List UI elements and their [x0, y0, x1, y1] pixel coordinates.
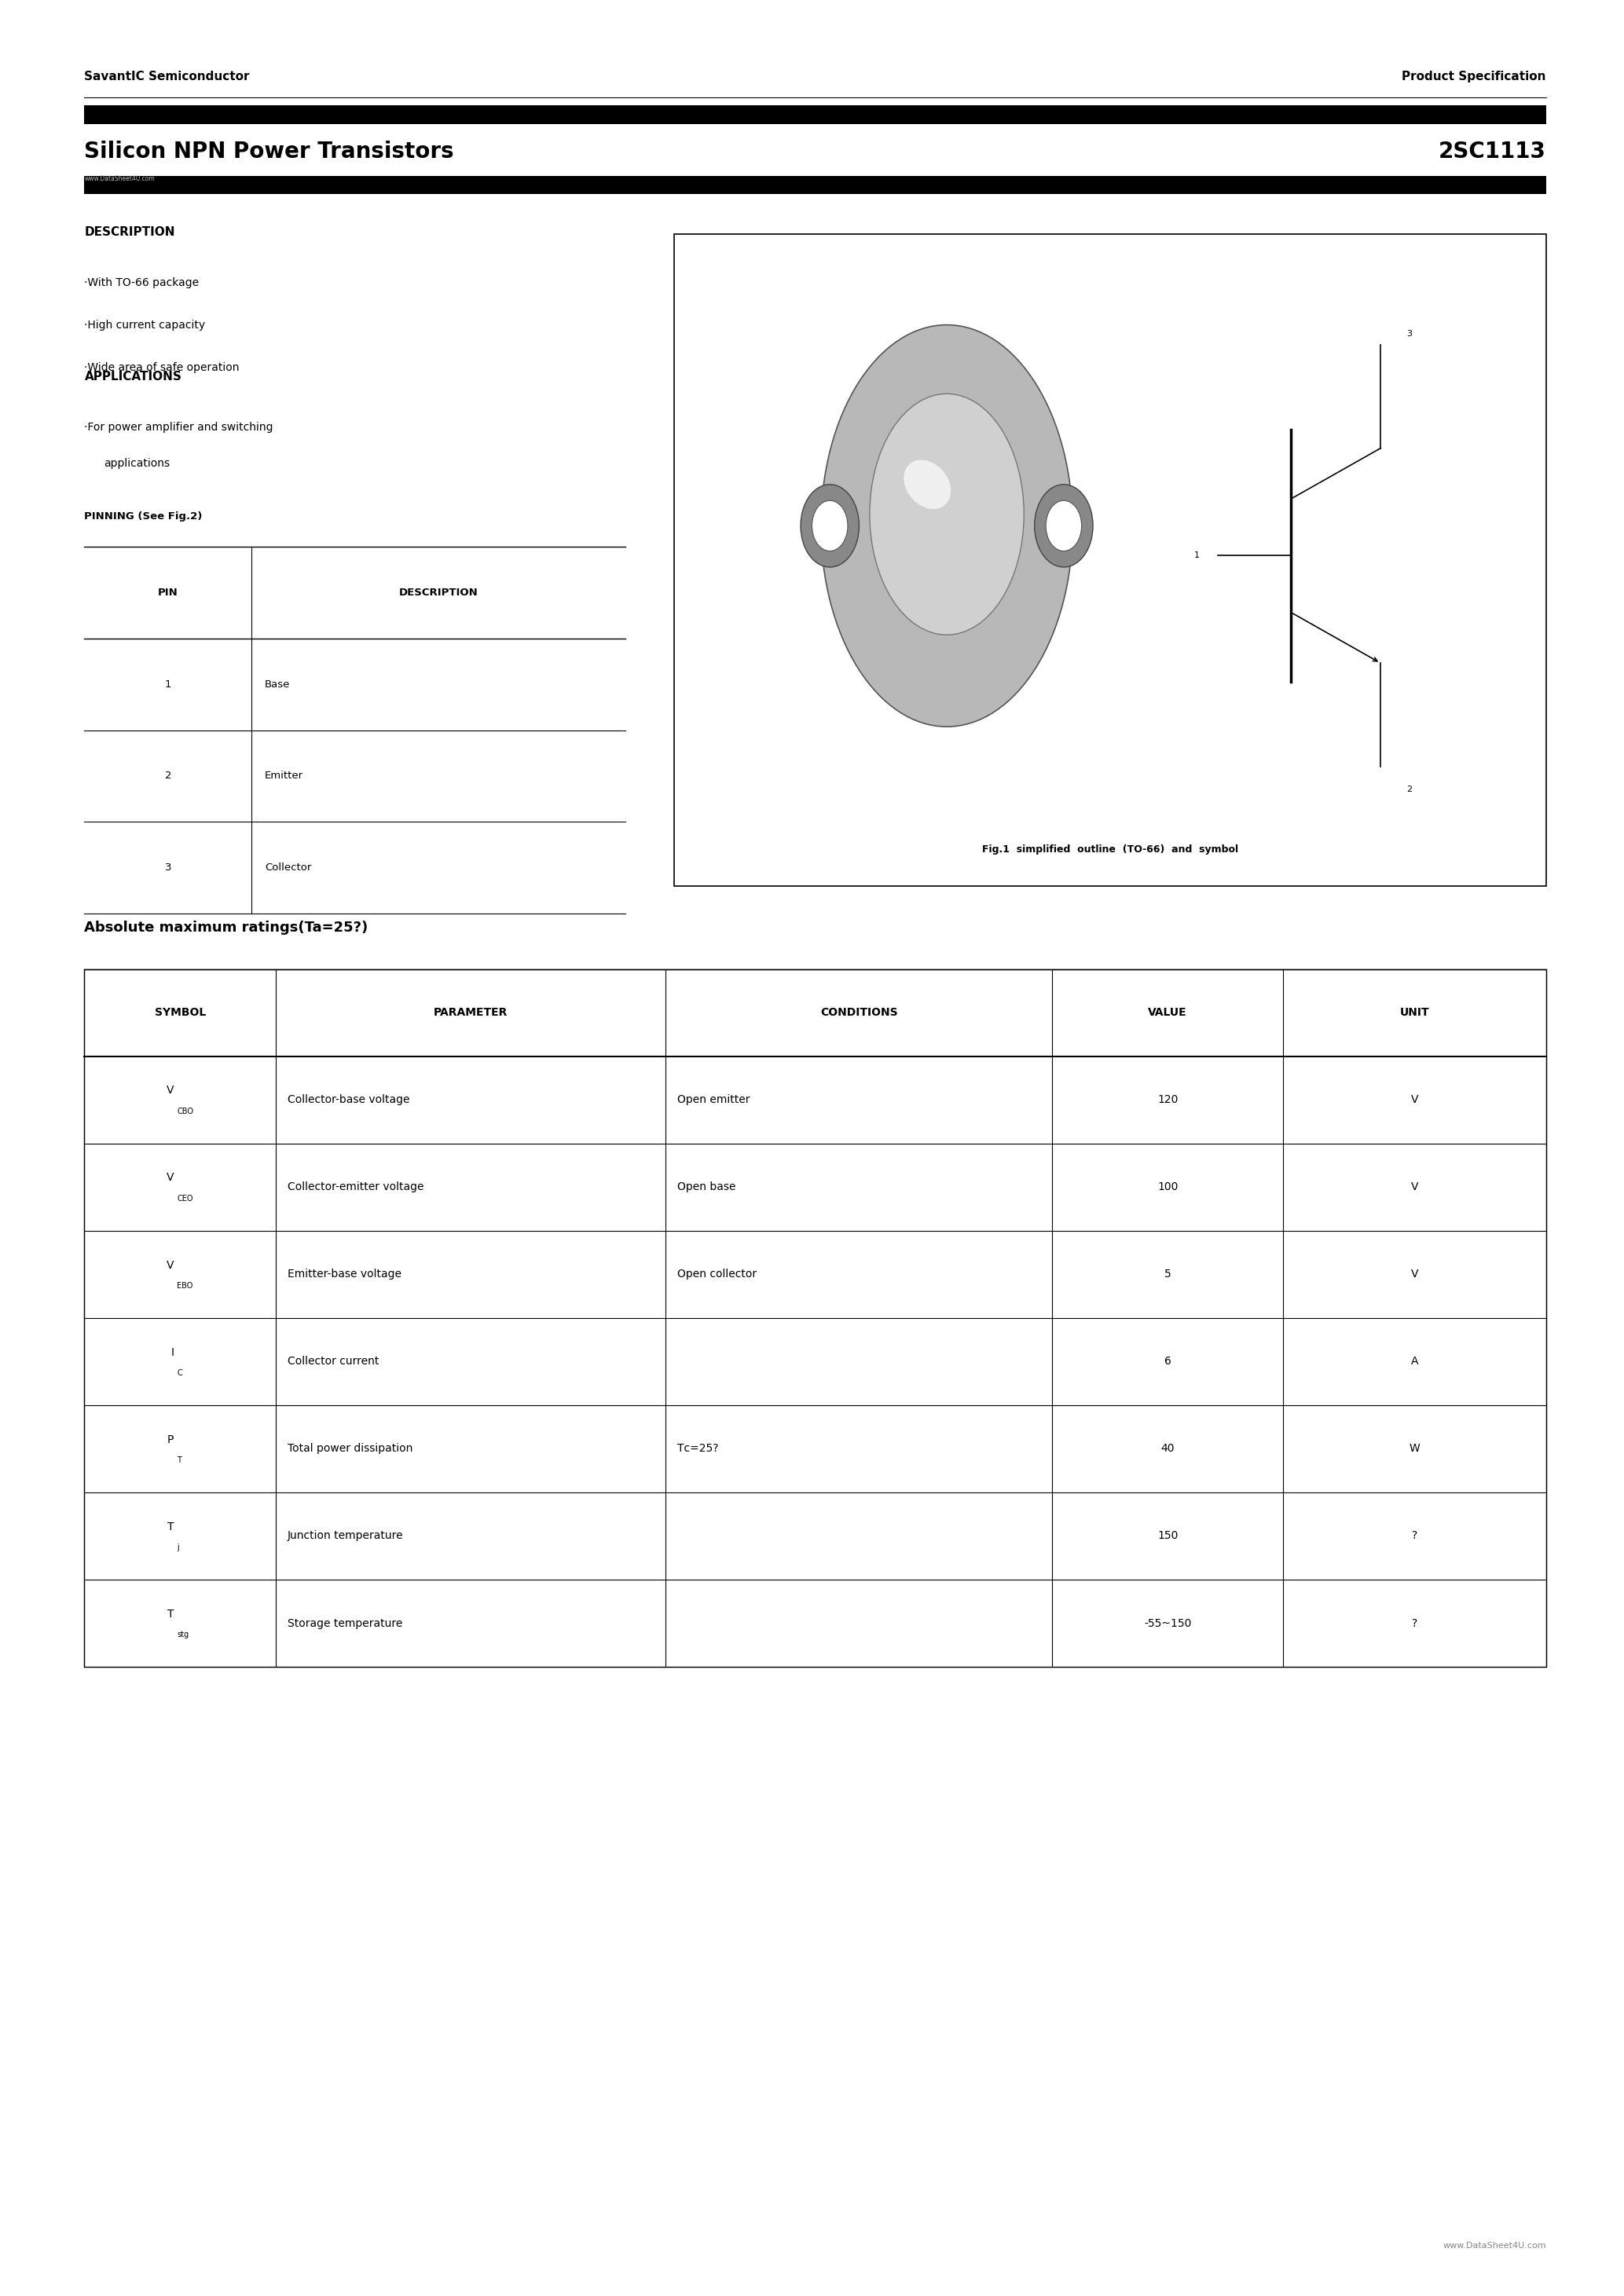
Text: CEO: CEO — [177, 1194, 193, 1203]
Circle shape — [1046, 501, 1082, 551]
Text: Open base: Open base — [677, 1182, 736, 1192]
Bar — [674, 234, 1546, 886]
Text: APPLICATIONS: APPLICATIONS — [84, 370, 182, 383]
Text: EBO: EBO — [177, 1281, 193, 1290]
Text: Junction temperature: Junction temperature — [287, 1531, 403, 1541]
Text: DESCRIPTION: DESCRIPTION — [400, 588, 477, 597]
Text: V: V — [1411, 1182, 1418, 1192]
Text: 3: 3 — [1406, 331, 1413, 338]
Text: Collector current: Collector current — [287, 1357, 378, 1366]
Text: ?: ? — [1411, 1531, 1418, 1541]
Text: A: A — [1411, 1357, 1418, 1366]
Text: www.DataSheet4U.com: www.DataSheet4U.com — [1442, 2241, 1546, 2250]
Text: T: T — [167, 1609, 174, 1619]
Text: Collector: Collector — [265, 863, 312, 872]
Bar — [84, 106, 1546, 124]
Text: V: V — [1411, 1270, 1418, 1279]
Text: T: T — [177, 1456, 182, 1465]
Text: 1: 1 — [1194, 551, 1200, 560]
Bar — [84, 969, 1546, 1667]
Text: V: V — [166, 1173, 174, 1182]
Text: 1: 1 — [164, 680, 172, 689]
Text: Storage temperature: Storage temperature — [287, 1619, 403, 1628]
Text: 3: 3 — [164, 863, 172, 872]
Text: 150: 150 — [1158, 1531, 1177, 1541]
Text: ·With TO-66 package: ·With TO-66 package — [84, 278, 200, 287]
Text: 6: 6 — [1164, 1357, 1171, 1366]
Text: VALUE: VALUE — [1148, 1008, 1187, 1017]
Text: SavantIC Semiconductor: SavantIC Semiconductor — [84, 71, 250, 83]
Circle shape — [801, 484, 859, 567]
Text: j: j — [177, 1543, 179, 1552]
Text: V: V — [1411, 1095, 1418, 1104]
Text: PARAMETER: PARAMETER — [434, 1008, 508, 1017]
Text: www.DataSheet4U.com: www.DataSheet4U.com — [84, 174, 154, 184]
Ellipse shape — [903, 459, 952, 510]
Text: SYMBOL: SYMBOL — [154, 1008, 206, 1017]
Text: Open emitter: Open emitter — [677, 1095, 750, 1104]
Text: ·High current capacity: ·High current capacity — [84, 319, 206, 331]
Text: PIN: PIN — [158, 588, 179, 597]
Text: ·For power amplifier and switching: ·For power amplifier and switching — [84, 422, 273, 432]
Text: PINNING (See Fig.2): PINNING (See Fig.2) — [84, 512, 203, 521]
Text: Tᴄ=25?: Tᴄ=25? — [677, 1444, 718, 1453]
Text: T: T — [167, 1522, 174, 1531]
Ellipse shape — [820, 324, 1072, 726]
Text: Total power dissipation: Total power dissipation — [287, 1444, 412, 1453]
Text: V: V — [166, 1086, 174, 1095]
Text: 5: 5 — [1164, 1270, 1171, 1279]
Text: CBO: CBO — [177, 1107, 193, 1116]
Text: Absolute maximum ratings(Ta=25?): Absolute maximum ratings(Ta=25?) — [84, 921, 369, 934]
Circle shape — [812, 501, 848, 551]
Text: Collector-emitter voltage: Collector-emitter voltage — [287, 1182, 424, 1192]
Text: 2SC1113: 2SC1113 — [1439, 140, 1546, 163]
Text: Emitter: Emitter — [265, 771, 304, 781]
Text: UNIT: UNIT — [1400, 1008, 1429, 1017]
Text: Collector-base voltage: Collector-base voltage — [287, 1095, 409, 1104]
Text: 100: 100 — [1158, 1182, 1177, 1192]
Text: CONDITIONS: CONDITIONS — [820, 1008, 898, 1017]
Text: DESCRIPTION: DESCRIPTION — [84, 225, 175, 239]
Text: ?: ? — [1411, 1619, 1418, 1628]
Circle shape — [1034, 484, 1093, 567]
Text: 40: 40 — [1161, 1444, 1174, 1453]
Text: -55~150: -55~150 — [1143, 1619, 1192, 1628]
Text: C: C — [177, 1368, 182, 1378]
Text: applications: applications — [104, 459, 171, 468]
Text: 2: 2 — [1406, 785, 1413, 792]
Text: P: P — [167, 1435, 174, 1444]
Text: 120: 120 — [1158, 1095, 1177, 1104]
Text: Fig.1  simplified  outline  (TO-66)  and  symbol: Fig.1 simplified outline (TO-66) and sym… — [983, 845, 1237, 854]
Text: W: W — [1410, 1444, 1419, 1453]
Text: Product Specification: Product Specification — [1402, 71, 1546, 83]
Text: ·Wide area of safe operation: ·Wide area of safe operation — [84, 363, 240, 372]
Bar — [84, 177, 1546, 195]
Text: stg: stg — [177, 1630, 188, 1639]
Text: Open collector: Open collector — [677, 1270, 757, 1279]
Text: I: I — [171, 1348, 174, 1357]
Text: Silicon NPN Power Transistors: Silicon NPN Power Transistors — [84, 140, 455, 163]
Ellipse shape — [869, 395, 1023, 634]
Text: V: V — [166, 1261, 174, 1270]
Text: Emitter-base voltage: Emitter-base voltage — [287, 1270, 401, 1279]
Text: 2: 2 — [164, 771, 172, 781]
Text: Base: Base — [265, 680, 291, 689]
